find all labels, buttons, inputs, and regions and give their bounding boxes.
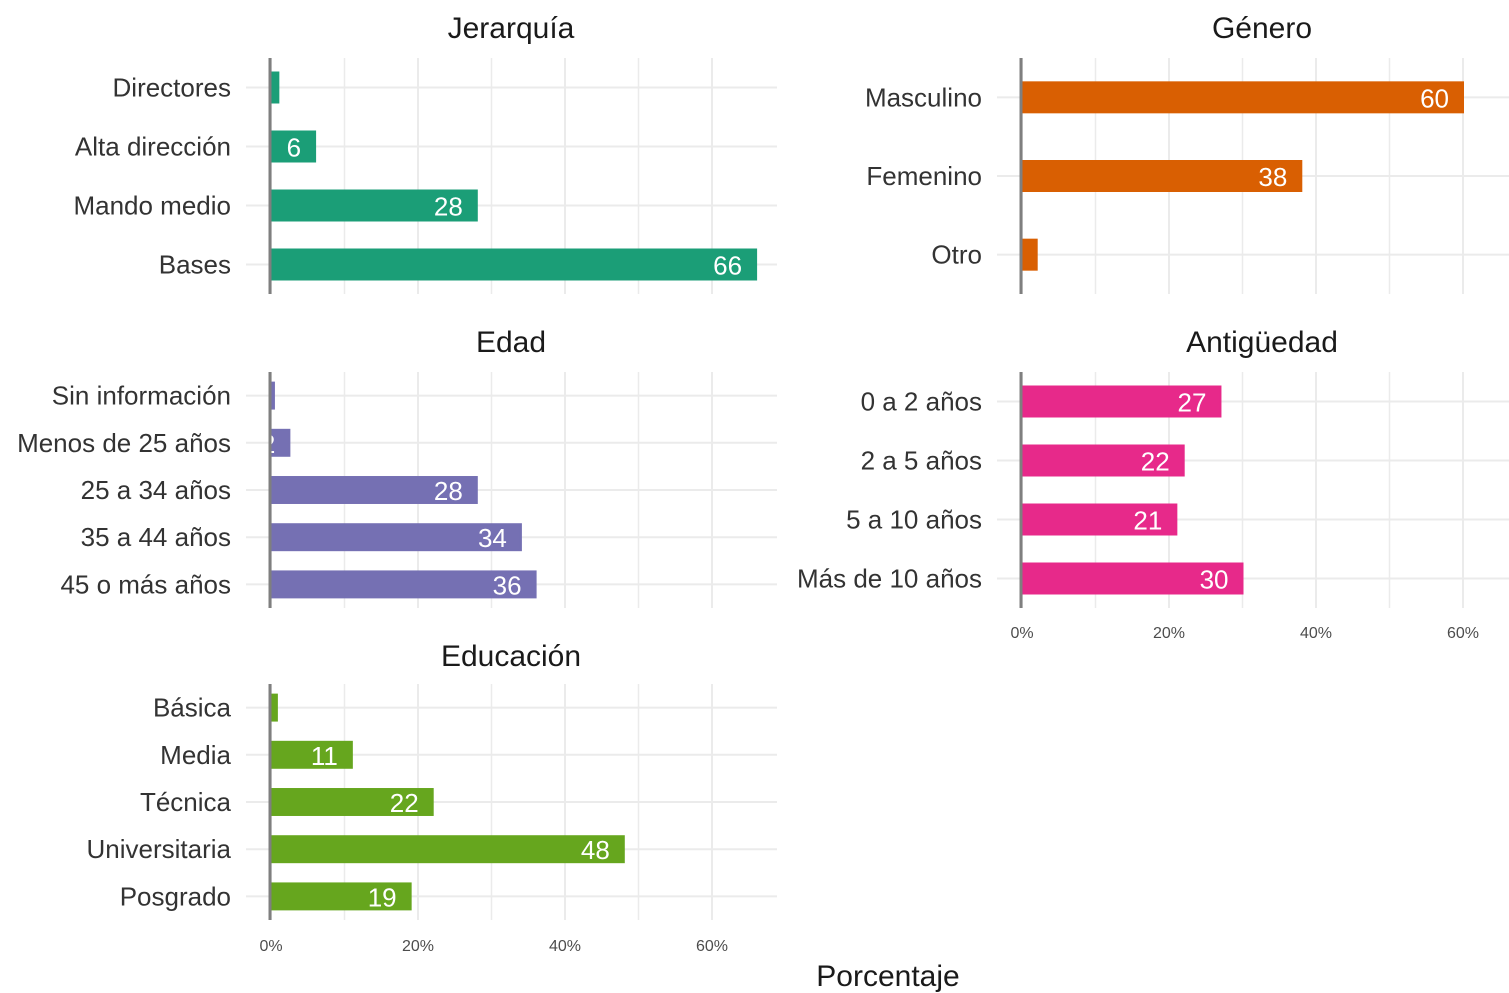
- x-tick-label: 20%: [402, 938, 434, 955]
- bar-25-a-34-anos: [270, 476, 478, 504]
- value-label: 60: [1420, 83, 1449, 113]
- x-tick-label: 40%: [1300, 625, 1332, 642]
- panel-title: Edad: [476, 326, 546, 359]
- category-label: 35 a 44 años: [81, 522, 231, 552]
- category-label: 25 a 34 años: [81, 475, 231, 505]
- value-label: 6: [287, 133, 301, 163]
- bar-5-a-10-anos: [1021, 503, 1178, 536]
- panel-edad: Edad Sin información Menos de 25 años 2 25 a…: [17, 326, 777, 608]
- panel-antiguedad: Antigüedad 0 a 2 años 27 2 a 5 años 22 5 a 10…: [797, 326, 1509, 642]
- value-label: 66: [713, 251, 742, 281]
- category-label: 5 a 10 años: [846, 505, 982, 535]
- value-label: 28: [434, 192, 463, 222]
- panel-jerarquia: Jerarquía Directores Alta dirección 6 Mando …: [73, 12, 777, 294]
- category-label: 0 a 2 años: [861, 387, 982, 417]
- category-label: Más de 10 años: [797, 564, 982, 594]
- x-tick-label: 0%: [1010, 625, 1033, 642]
- category-label: Alta dirección: [75, 132, 231, 162]
- chart-panels: Jerarquía Directores Alta dirección 6 Mando …: [17, 12, 1509, 955]
- bar-mas-de-10-anos: [1021, 562, 1244, 595]
- bar-masculino: [1021, 81, 1464, 114]
- category-label: Universitaria: [87, 834, 232, 864]
- value-label: 30: [1200, 565, 1229, 595]
- bar-femenino: [1021, 160, 1303, 192]
- bar-posgrado: [270, 882, 412, 911]
- panel-title: Educación: [441, 640, 581, 673]
- category-label: Posgrado: [120, 881, 231, 911]
- x-tick-label: 60%: [696, 938, 728, 955]
- value-label: 21: [1133, 506, 1162, 536]
- value-label: 22: [390, 788, 419, 818]
- x-tick-label: 60%: [1447, 625, 1479, 642]
- bar-2-a-5-anos: [1021, 444, 1185, 477]
- category-label: Directores: [113, 73, 231, 103]
- value-label: 28: [434, 476, 463, 506]
- x-tick-label: 0%: [259, 938, 282, 955]
- value-label: 36: [493, 570, 522, 600]
- panel-genero: Género Masculino 60 Femenino 38 Otro: [865, 12, 1509, 294]
- value-label: 22: [1141, 447, 1170, 477]
- category-label: Media: [160, 740, 231, 770]
- bar-otro: [1021, 238, 1038, 271]
- x-axis-label: Porcentaje: [816, 960, 959, 993]
- value-label: 11: [311, 741, 338, 771]
- bar-basica: [270, 693, 278, 722]
- category-label: Básica: [153, 693, 232, 723]
- category-label: 2 a 5 años: [861, 446, 982, 476]
- x-tick-label: 20%: [1153, 625, 1185, 642]
- bar-universitaria: [270, 835, 625, 864]
- category-label: Bases: [159, 250, 231, 280]
- category-label: Masculino: [865, 82, 982, 112]
- bar-0-a-2-anos: [1021, 385, 1222, 418]
- panel-title: Jerarquía: [448, 12, 575, 45]
- category-label: Sin información: [52, 381, 231, 411]
- bar-directores: [270, 71, 280, 104]
- bar-tecnica: [270, 788, 434, 816]
- panel-title: Género: [1212, 12, 1312, 45]
- bar-bases: [270, 248, 758, 281]
- category-label: 45 o más años: [60, 569, 231, 599]
- panel-title: Antigüedad: [1186, 326, 1338, 359]
- x-tick-label: 40%: [549, 938, 581, 955]
- category-label: Menos de 25 años: [17, 428, 231, 458]
- bar-alta-direccion: [270, 130, 317, 163]
- bar-media: [270, 740, 353, 769]
- value-label: 19: [368, 882, 397, 912]
- value-label: 27: [1178, 388, 1207, 418]
- bar-mando-medio: [270, 189, 478, 222]
- panel-educacion: Educación Básica Media 11 Técnica 22 Universit…: [87, 640, 777, 955]
- bar-45-o-mas-anos: [270, 570, 537, 599]
- value-label: 34: [478, 523, 507, 553]
- category-label: Mando medio: [73, 191, 231, 221]
- value-label: 2: [261, 429, 275, 459]
- category-label: Femenino: [866, 161, 982, 191]
- category-label: Técnica: [140, 787, 232, 817]
- category-label: Otro: [931, 240, 982, 270]
- value-label: 48: [581, 835, 610, 865]
- value-label: 38: [1258, 162, 1287, 192]
